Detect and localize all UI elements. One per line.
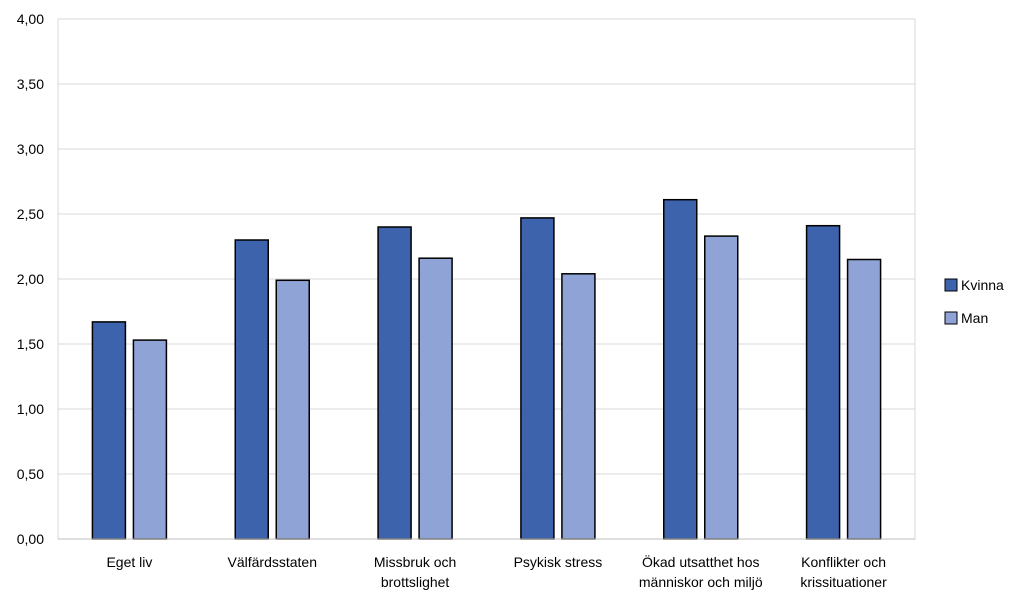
- x-tick-label: Välfärdsstaten: [228, 554, 318, 570]
- bar-man: [132, 339, 168, 540]
- legend-label-kvinna: Kvinna: [961, 277, 1004, 293]
- x-tick-label-line: Välfärdsstaten: [228, 554, 318, 570]
- x-tick-label-line: Eget liv: [106, 554, 152, 570]
- y-tick-label: 0,50: [17, 466, 44, 482]
- gridlines: [58, 18, 915, 475]
- x-tick-label: Psykisk stress: [514, 554, 603, 570]
- y-tick-label: 0,00: [17, 531, 44, 547]
- x-axis-labels: Eget liv Välfärdsstaten Missbruk och brotts…: [106, 553, 887, 590]
- y-axis-ticks: 0,00 0,50 1,00 1,50 2,00 2,50 3,00 3,50 4,00: [17, 11, 44, 547]
- x-tick-label-line: Ökad utsatthet hos: [642, 553, 760, 570]
- y-tick-label: 3,50: [17, 76, 44, 92]
- bars: [91, 198, 882, 540]
- y-tick-label: 3,00: [17, 141, 44, 157]
- bar-man: [704, 235, 739, 540]
- bar-kvinna: [520, 217, 555, 540]
- y-tick-label: 4,00: [17, 11, 44, 27]
- x-tick-label-line: brottslighet: [381, 574, 450, 590]
- legend-label-man: Man: [961, 310, 988, 326]
- y-tick-label: 1,00: [17, 401, 44, 417]
- bar-kvinna: [234, 239, 269, 540]
- x-tick-label: Konflikter och krissituationer: [800, 554, 887, 590]
- legend-swatch-kvinna: [944, 278, 958, 292]
- y-tick-label: 2,00: [17, 271, 44, 287]
- x-tick-label: Eget liv: [106, 554, 152, 570]
- legend-swatch-man: [944, 311, 958, 325]
- bar-kvinna: [805, 224, 841, 540]
- bar-man: [846, 258, 882, 540]
- x-tick-label-line: Missbruk och: [374, 554, 456, 570]
- x-tick-label-line: människor och miljö: [639, 574, 763, 590]
- bar-man: [275, 279, 310, 540]
- legend: Kvinna Man: [944, 277, 1004, 326]
- bar-kvinna: [663, 198, 698, 540]
- y-tick-label: 2,50: [17, 206, 44, 222]
- x-tick-label: Ökad utsatthet hos människor och miljö: [639, 553, 763, 590]
- bar-man: [418, 257, 453, 540]
- x-tick-label-line: Konflikter och: [801, 554, 886, 570]
- bar-kvinna: [91, 321, 127, 540]
- x-tick-label-line: krissituationer: [800, 574, 887, 590]
- bar-kvinna: [377, 226, 412, 540]
- bar-man: [561, 273, 596, 540]
- y-tick-label: 1,50: [17, 336, 44, 352]
- x-tick-label: Missbruk och brottslighet: [374, 554, 456, 590]
- x-tick-label-line: Psykisk stress: [514, 554, 603, 570]
